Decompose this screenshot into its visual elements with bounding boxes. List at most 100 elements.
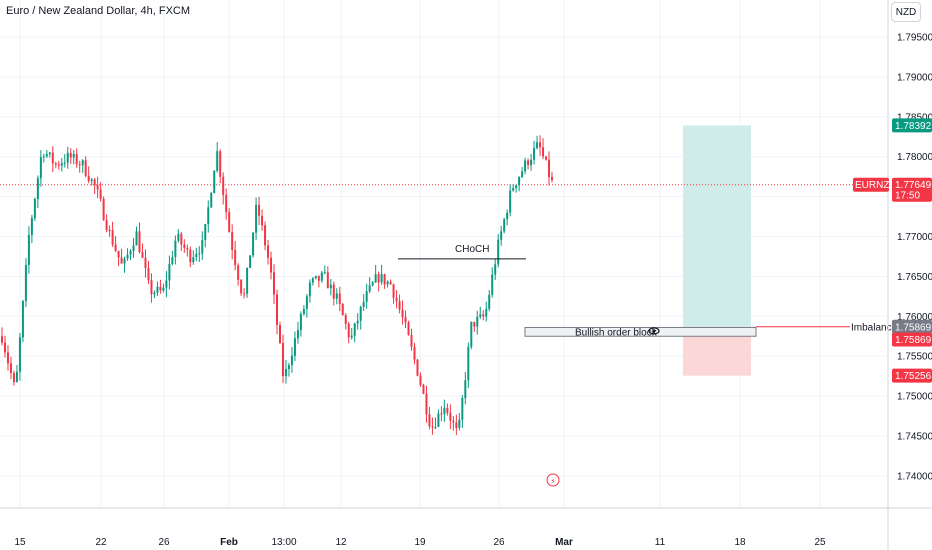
candle-body [449,412,452,421]
candle-body [84,160,87,176]
time-axis[interactable]: 15 22 26 Feb 13:00 12 19 26 Mar 11 18 25 [0,507,932,548]
order-block-rect[interactable] [524,326,757,337]
candle-body [261,215,264,226]
candle-body [102,198,105,221]
candle-body [419,375,422,385]
candle-body [69,152,72,158]
candle-body [171,257,174,264]
candle-body [183,244,186,249]
candle-body [18,337,21,372]
entry-price-label: 1.75869 [892,332,932,347]
candle-body [201,240,204,254]
time-tick: 11 [655,537,666,548]
svg-text:1.78392: 1.78392 [895,121,932,132]
candle-body [317,275,320,281]
candle-body [165,280,168,288]
candle-body [545,156,548,160]
candle-body [75,153,78,165]
candle-body [512,188,515,191]
candle-body [156,286,159,293]
price-tick: 1.75500 [897,352,932,363]
candle-body [365,291,368,302]
candle-body [90,179,93,182]
candle-body [192,257,195,263]
candle-body [503,219,506,232]
candle-body [138,231,141,253]
candle-body [93,179,96,186]
candle-body [527,160,530,166]
candle-body [326,272,329,289]
candle-body [476,316,479,327]
target-zone[interactable] [683,125,751,327]
candle-body [3,342,6,353]
candle-body [353,323,356,336]
candle-body [228,212,231,233]
currency-button[interactable]: NZD [891,2,921,22]
candle-body [213,170,216,194]
candle-body [407,322,410,335]
symbol-label: EURNZD [853,177,897,192]
candle-body [347,323,350,338]
candle-body [470,321,473,347]
candle-body [66,152,69,163]
time-tick: 26 [158,537,170,548]
candle-body [455,422,458,428]
eye-icon[interactable] [648,327,660,335]
svg-text:EURNZD: EURNZD [855,180,897,191]
time-tick: 25 [814,537,826,548]
candle-body [488,294,491,309]
price-axis[interactable]: 1.795001.790001.785001.780001.775001.770… [887,0,932,550]
candle-body [60,163,63,166]
candle-body [320,272,323,281]
svg-text:1.75869: 1.75869 [895,322,932,333]
candle-body [509,190,512,213]
candle-body [473,321,476,327]
time-tick: 22 [95,537,107,548]
candle-body [536,142,539,149]
candle-body [416,359,419,376]
choch-label: CHoCH [455,244,489,255]
candle-body [278,325,281,344]
candle-body [27,235,30,265]
candle-body [126,254,129,259]
grid-lines [0,0,888,508]
candle-body [404,317,407,323]
candle-body [386,281,389,285]
candle-body [359,306,362,321]
candle-body [96,185,99,190]
price-tick: 1.74000 [897,471,932,482]
candle-body [108,230,111,232]
candle-body [234,250,237,266]
price-tick: 1.78000 [897,152,932,163]
candle-body [398,301,401,310]
candle-body [437,413,440,427]
candle-body [195,254,198,258]
candle-body [422,384,425,394]
candle-body [15,371,18,382]
candle-body [12,373,15,382]
candle-body [458,419,461,428]
candle-body [231,232,234,251]
price-tick: 1.77000 [897,232,932,243]
time-tick: 13:00 [271,537,296,548]
candle-body [132,245,135,252]
price-tick: 1.76500 [897,272,932,283]
candle-body [518,177,521,186]
candle-body [273,272,276,295]
candle-body [539,142,542,148]
time-tick: Mar [555,537,573,548]
candle-body [395,297,398,302]
candle-body [293,338,296,356]
candle-body [506,212,509,220]
candle-body [114,244,117,251]
candles [1,135,553,436]
candle-body [380,274,383,283]
svg-text:1.75869: 1.75869 [895,335,932,346]
price-tick: 1.79500 [897,33,932,44]
time-tick: 18 [734,537,746,548]
candle-body [9,363,12,374]
lightning-icon[interactable]: ⚡ [546,473,560,487]
candle-body [287,365,290,370]
candle-body [284,369,287,377]
